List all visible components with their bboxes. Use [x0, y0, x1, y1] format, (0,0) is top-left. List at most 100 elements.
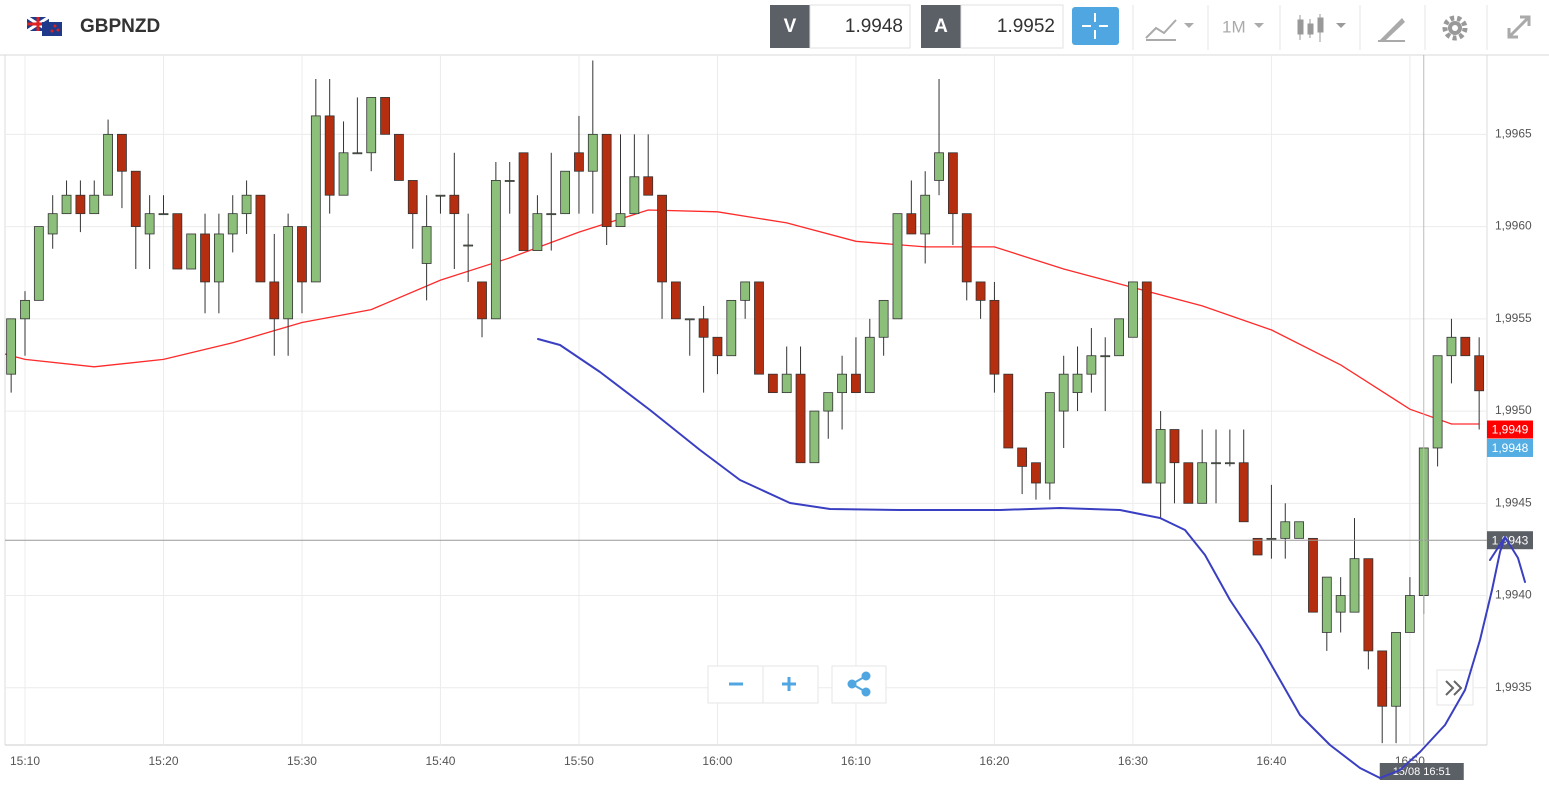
chart-type-button[interactable] [1145, 19, 1194, 41]
freehand-annotation [537, 338, 1526, 779]
candle-body [754, 281, 764, 375]
timeframe-button[interactable]: 1M [1222, 17, 1264, 36]
candle-body [89, 194, 100, 215]
x-tick-label: 15:40 [425, 754, 455, 768]
candle-body [1377, 650, 1388, 707]
candle-body [477, 281, 487, 320]
candle-body [781, 373, 792, 394]
sell-field[interactable] [809, 4, 911, 49]
candle-body [33, 226, 44, 301]
buy-price: 1.9952 [997, 16, 1055, 37]
share-box [831, 665, 887, 704]
y-tick-label: 1,9965 [1495, 127, 1532, 141]
timeframe: 1M [1222, 17, 1246, 36]
y-tick-label: 1,9950 [1495, 403, 1532, 417]
candle-body [1100, 355, 1111, 358]
candle-body [117, 133, 127, 172]
candle-body [1294, 521, 1305, 539]
settings-button[interactable] [1442, 15, 1468, 41]
crosshair-x-box [1379, 763, 1464, 780]
candle-body [532, 213, 543, 251]
moving-average-line [5, 209, 1480, 425]
candle-body [795, 373, 806, 464]
zoom-in-button[interactable] [782, 677, 796, 691]
candle-body [61, 194, 72, 215]
candle-body [1155, 429, 1166, 484]
candle-body [878, 299, 889, 338]
candle-body [671, 281, 681, 320]
sell-price: 1.9948 [845, 16, 903, 37]
candle-body [324, 115, 335, 196]
crosshair-button[interactable] [1072, 7, 1119, 45]
x-tick-label: 16:10 [841, 754, 871, 768]
candle-style-button[interactable] [1297, 14, 1346, 42]
buy-button[interactable] [921, 5, 961, 48]
buy-field[interactable] [960, 4, 1064, 49]
candle-body [1446, 336, 1457, 357]
candle-body [449, 194, 460, 215]
candle-body [1460, 336, 1471, 357]
candle-body [1321, 576, 1332, 633]
candle-body [837, 373, 847, 394]
candle-body [1003, 373, 1014, 449]
candle-body [657, 194, 667, 283]
candle-body [1391, 632, 1401, 707]
candle-body [1183, 462, 1194, 504]
drawing-tools-button[interactable] [1378, 18, 1405, 42]
symbol: GBPNZD [80, 16, 160, 37]
candle-body [1197, 462, 1208, 504]
candle-body [213, 233, 224, 283]
price-tag [1487, 438, 1533, 457]
candle-body [47, 213, 58, 235]
y-tick-label: 1,9955 [1495, 311, 1532, 325]
toolbar: GBPNZD V 1.9948 A 1.9952 1M [0, 0, 1549, 56]
candle-body [1363, 558, 1374, 652]
candle-body [934, 152, 944, 181]
crosshair-x-label: 15/08 16:51 [1393, 766, 1451, 778]
candle-body [615, 213, 626, 227]
candle-body [1169, 429, 1180, 464]
candle-body [587, 133, 598, 172]
candle-body [1017, 447, 1028, 467]
candle-body [684, 318, 695, 321]
candle-body [172, 213, 183, 270]
candle-body [394, 133, 404, 181]
candle-body [352, 152, 363, 155]
candle-body [851, 373, 861, 394]
share-button[interactable] [847, 671, 871, 697]
candle-body [1349, 558, 1360, 613]
toolbar-separators [1132, 5, 1488, 50]
x-tick-label: 15:10 [10, 754, 40, 768]
candle-body [1335, 595, 1346, 613]
price-tag-label: 1,9949 [1492, 423, 1529, 437]
candle-body [490, 180, 501, 320]
candle-body [740, 281, 751, 301]
x-tick-label: 15:30 [287, 754, 317, 768]
sell-button[interactable] [770, 5, 810, 48]
fullscreen-button[interactable] [1507, 15, 1531, 39]
candle-body [574, 152, 584, 172]
candle-body [809, 410, 820, 464]
candle-body [1266, 537, 1277, 540]
scroll-right-box[interactable] [1436, 669, 1474, 706]
x-tick-label: 16:40 [1256, 754, 1286, 768]
candle-body [698, 318, 709, 338]
flag-icon [26, 15, 62, 36]
candle-body [546, 213, 557, 216]
candle-body [1238, 462, 1249, 523]
x-tick-label: 15:50 [564, 754, 594, 768]
candle-body [463, 244, 474, 247]
price-tag [1487, 420, 1533, 439]
candle-body [726, 299, 737, 357]
candle-body [1044, 392, 1055, 484]
candle-body [186, 233, 197, 270]
candle-body [200, 233, 210, 283]
candle-body [1224, 462, 1235, 465]
candle-body [629, 176, 640, 215]
zoom-controls [707, 665, 1474, 706]
candle-body [504, 180, 515, 182]
candle-body [1432, 355, 1443, 449]
candle-body [947, 152, 958, 215]
candle-body [1128, 281, 1138, 338]
